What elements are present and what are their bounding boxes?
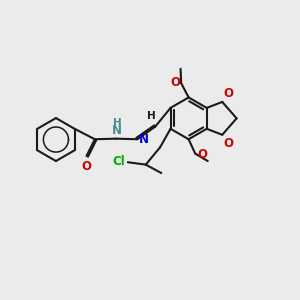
Text: Cl: Cl [113,155,125,168]
Text: H: H [147,111,156,121]
Text: O: O [224,86,233,100]
Text: O: O [170,76,180,89]
Text: O: O [81,160,91,172]
Text: O: O [224,137,233,150]
Text: O: O [197,148,207,161]
Text: H: H [112,118,121,128]
Text: N: N [112,124,122,136]
Text: N: N [139,133,148,146]
